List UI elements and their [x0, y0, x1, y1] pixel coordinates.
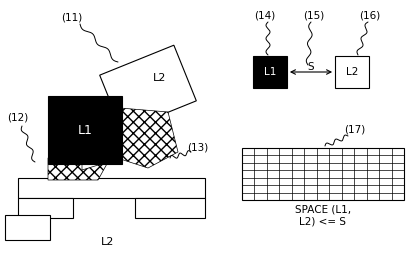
Text: (15): (15) — [304, 10, 324, 20]
Text: S: S — [308, 62, 314, 72]
Text: L2: L2 — [153, 73, 167, 83]
Text: (14): (14) — [254, 10, 276, 20]
Polygon shape — [100, 45, 196, 131]
Bar — [253, 56, 287, 88]
Bar — [242, 148, 404, 200]
Text: L2: L2 — [101, 237, 115, 247]
Text: (17): (17) — [344, 125, 366, 135]
Polygon shape — [48, 150, 108, 180]
Text: L1: L1 — [264, 67, 276, 77]
Text: (12): (12) — [8, 113, 29, 123]
Text: L2: L2 — [346, 67, 358, 77]
Bar — [5, 215, 50, 240]
Text: (11): (11) — [61, 13, 83, 23]
Bar — [135, 198, 205, 218]
Text: (13): (13) — [187, 143, 208, 153]
Bar — [48, 96, 122, 164]
Text: (16): (16) — [359, 10, 381, 20]
Text: L2) <= S: L2) <= S — [299, 217, 347, 227]
Bar — [335, 56, 369, 88]
Polygon shape — [18, 178, 205, 198]
Text: L1: L1 — [78, 123, 93, 136]
Polygon shape — [108, 107, 178, 168]
Text: SPACE (L1,: SPACE (L1, — [295, 205, 351, 215]
Bar — [18, 198, 73, 218]
